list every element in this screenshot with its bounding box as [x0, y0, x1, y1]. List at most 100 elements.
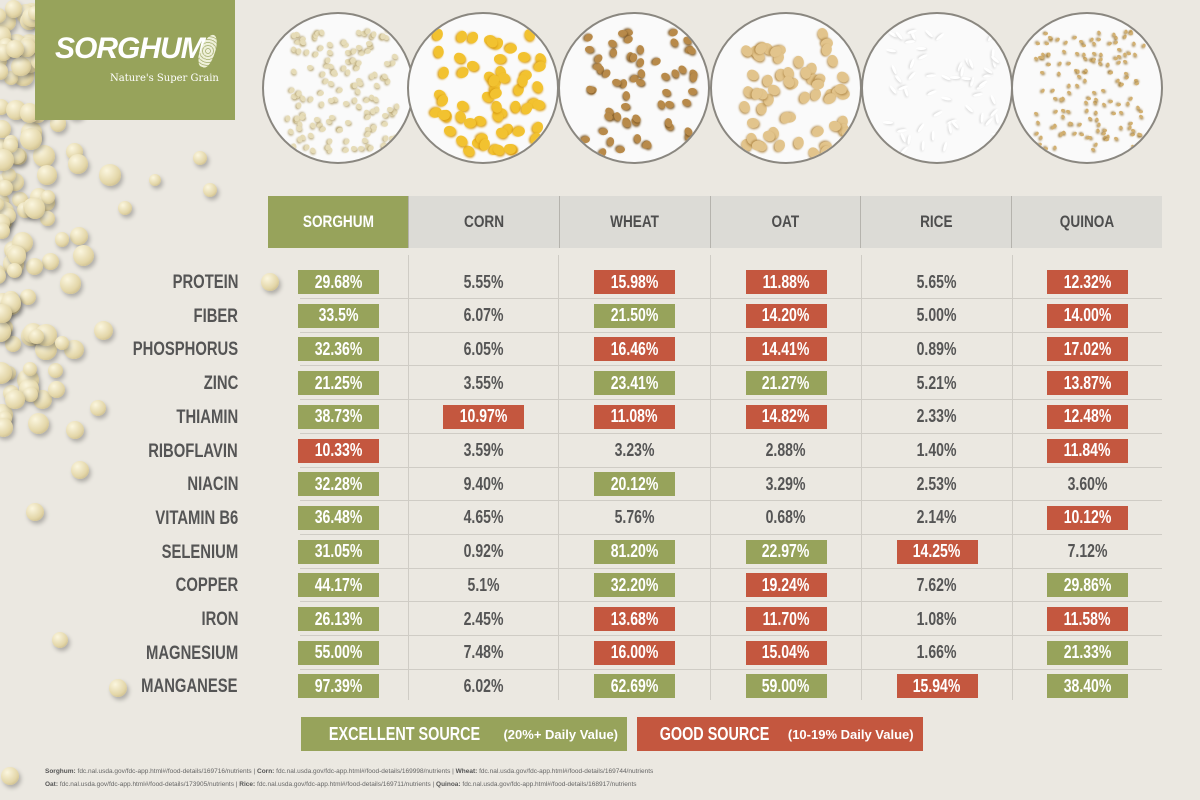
value-oat: 3.29% [746, 472, 827, 496]
value-text: 7.62% [917, 574, 957, 595]
legend-excellent-note: (20%+ Daily Value) [503, 726, 618, 742]
sorghum-photo [262, 12, 414, 164]
column-divider [861, 255, 862, 700]
value-sorghum: 26.13% [298, 607, 379, 631]
value-text: 4.65% [463, 507, 504, 528]
value-sorghum: 10.33% [298, 438, 379, 463]
value-corn: 10.97% [443, 404, 524, 429]
value-text: 21.25% [314, 372, 363, 393]
value-text: 1.08% [917, 608, 957, 629]
nutrient-label: SELENIUM [161, 541, 238, 563]
header-label: QUINOA [1059, 212, 1115, 231]
legend-good-label: GOOD SOURCE [660, 723, 770, 744]
value-text: 2.14% [917, 507, 957, 528]
value-quinoa: 21.33% [1047, 640, 1128, 665]
value-text: 21.50% [610, 305, 659, 326]
nutrient-row-protein: PROTEIN 29.68% 5.55% 15.98% 11.88% 5.65% 12.32… [0, 265, 1162, 299]
value-oat: 0.68% [746, 506, 827, 530]
header-sorghum: SORGHUM [268, 196, 408, 248]
value-text: 16.00% [610, 642, 659, 663]
value-text: 97.39% [314, 675, 363, 696]
header-rice: RICE [860, 196, 1011, 248]
value-text: 20.12% [610, 473, 659, 494]
value-text: 3.29% [766, 473, 806, 494]
sources-line-2: Oat: fdc.nal.usda.gov/fdc-app.html#/food… [45, 781, 637, 788]
value-text: 21.33% [1063, 642, 1112, 663]
value-text: 29.86% [1063, 574, 1112, 595]
value-sorghum: 55.00% [298, 640, 379, 665]
value-text: 13.87% [1063, 372, 1112, 393]
sorghum-logo: SORGHUM Nature's Super Grain [35, 0, 235, 120]
value-text: 3.55% [463, 372, 504, 393]
value-text: 6.07% [463, 305, 504, 326]
value-oat: 11.88% [745, 270, 827, 294]
nutrient-row-riboflavin: RIBOFLAVIN 10.33% 3.59% 3.23% 2.88% 1.40% 11.8… [0, 434, 1162, 468]
value-text: 6.05% [463, 338, 504, 359]
nutrient-label: COPPER [175, 575, 238, 597]
value-rice: 1.08% [897, 607, 978, 631]
legend-good: GOOD SOURCE (10-19% Daily Value) [637, 717, 923, 751]
value-text: 6.02% [463, 675, 504, 696]
value-text: 11.88% [762, 271, 810, 292]
value-rice: 7.62% [897, 573, 978, 597]
value-text: 15.94% [913, 675, 961, 696]
value-wheat: 23.41% [594, 371, 675, 396]
value-sorghum: 32.36% [298, 337, 379, 362]
value-text: 38.73% [314, 406, 363, 427]
value-oat: 59.00% [745, 674, 827, 699]
value-text: 7.12% [1067, 541, 1108, 562]
nutrient-label: VITAMIN B6 [155, 507, 238, 529]
nutrient-label: MANGANESE [141, 676, 238, 698]
value-text: 14.41% [762, 338, 810, 359]
rice-photo [860, 12, 1013, 164]
row-divider [300, 466, 1162, 468]
value-text: 10.12% [1063, 507, 1112, 528]
nutrient-row-phosphorus: PHOSPHORUS 32.36% 6.05% 16.46% 14.41% 0.89% 17… [0, 332, 1162, 367]
header-label: WHEAT [610, 212, 660, 231]
oat-photo [709, 12, 862, 164]
value-corn: 3.59% [443, 439, 524, 463]
nutrient-label: PHOSPHORUS [132, 339, 238, 361]
nutrient-row-zinc: ZINC 21.25% 3.55% 23.41% 21.27% 5.21% 13.87% [0, 366, 1162, 401]
value-text: 55.00% [314, 642, 363, 663]
nutrient-row-fiber: FIBER 33.5% 6.07% 21.50% 14.20% 5.00% 14.00% [0, 299, 1162, 333]
value-wheat: 11.08% [594, 404, 675, 429]
value-text: 3.23% [614, 440, 655, 460]
nutrient-label: RIBOFLAVIN [148, 440, 238, 462]
nutrient-row-magnesium: MAGNESIUM 55.00% 7.48% 16.00% 15.04% 1.66% 21.… [0, 636, 1162, 670]
row-divider [300, 668, 1162, 670]
nutrient-label: NIACIN [186, 474, 238, 496]
source-url: fdc.nal.usda.gov/fdc-app.html#/food-deta… [462, 781, 637, 788]
nutrient-label: MAGNESIUM [145, 642, 238, 664]
value-text: 10.33% [314, 440, 363, 460]
value-text: 29.68% [314, 271, 363, 292]
value-text: 16.46% [610, 338, 659, 359]
value-corn: 4.65% [443, 506, 524, 530]
value-sorghum: 31.05% [298, 539, 379, 564]
value-text: 62.69% [610, 675, 659, 696]
value-text: 14.82% [762, 406, 810, 427]
value-oat: 22.97% [745, 539, 827, 564]
nutrient-label: ZINC [203, 373, 238, 395]
value-quinoa: 10.12% [1047, 505, 1128, 530]
value-text: 2.88% [766, 440, 806, 460]
value-rice: 2.14% [897, 506, 978, 530]
value-text: 17.02% [1063, 338, 1112, 359]
header-quinoa: QUINOA [1011, 196, 1162, 248]
value-text: 14.20% [762, 305, 810, 326]
header-label: OAT [771, 212, 800, 231]
nutrient-row-selenium: SELENIUM 31.05% 0.92% 81.20% 22.97% 14.25% 7.1… [0, 535, 1162, 569]
nutrient-row-niacin: NIACIN 32.28% 9.40% 20.12% 3.29% 2.53% 3.60% [0, 467, 1162, 502]
value-rice: 0.89% [897, 337, 978, 361]
value-text: 5.21% [917, 372, 957, 393]
row-divider [300, 331, 1162, 333]
header-label: RICE [920, 212, 953, 231]
value-sorghum: 21.25% [298, 371, 379, 396]
header-label: SORGHUM [302, 212, 374, 231]
source-url: fdc.nal.usda.gov/fdc-app.html#/food-deta… [257, 781, 431, 788]
value-oat: 2.88% [746, 439, 827, 463]
value-sorghum: 29.68% [298, 270, 379, 294]
source-url: fdc.nal.usda.gov/fdc-app.html#/food-deta… [276, 768, 451, 775]
value-text: 36.48% [314, 507, 363, 528]
value-wheat: 32.20% [594, 573, 675, 598]
